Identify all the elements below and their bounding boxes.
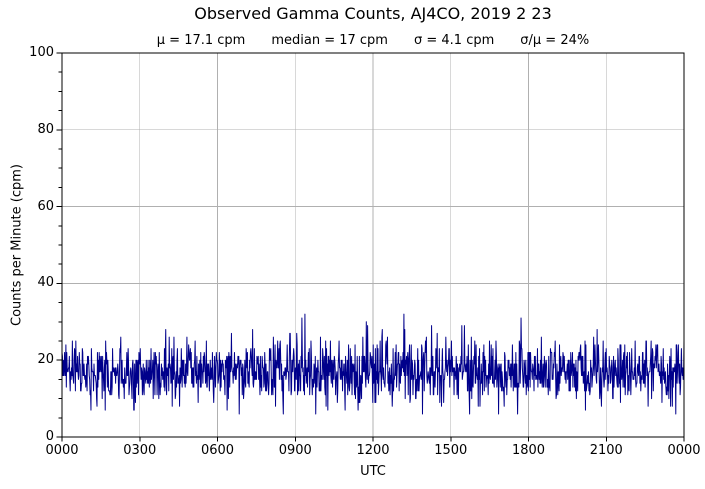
- x-tick-label: 0300: [123, 443, 157, 458]
- y-axis-label: Counts per Minute (cpm): [9, 164, 25, 326]
- stat-sigma: σ = 4.1 cpm: [413, 33, 495, 48]
- chart-title: Observed Gamma Counts, AJ4CO, 2019 2 23: [194, 4, 552, 23]
- x-tick-label: 1200: [356, 443, 390, 458]
- x-tick-label: 0000: [667, 443, 701, 458]
- plot-area: [56, 52, 685, 442]
- x-tick-label: 2100: [589, 443, 623, 458]
- y-tick-label: 0: [45, 429, 54, 444]
- y-tick-label: 20: [37, 352, 54, 368]
- stat-median: median = 17 cpm: [271, 33, 388, 48]
- y-tick-label: 60: [37, 198, 54, 214]
- chart-subtitle: μ = 17.1 cpm median = 17 cpm σ = 4.1 cpm…: [62, 33, 684, 49]
- data-series: [61, 313, 685, 415]
- x-tick-label: 0900: [278, 443, 312, 458]
- x-tick-label: 1800: [511, 443, 546, 458]
- stat-mean: μ = 17.1 cpm: [156, 33, 246, 48]
- x-tick-label: 0600: [200, 443, 235, 458]
- x-axis-label: UTC: [360, 464, 386, 479]
- y-tick-label: 80: [37, 121, 54, 137]
- stat-sigma-over-mu: σ/μ = 24%: [520, 33, 590, 48]
- x-tick-label: 0000: [45, 443, 79, 458]
- y-tick-label: 40: [37, 275, 54, 291]
- y-tick-label: 100: [29, 45, 54, 60]
- x-tick-label: 1500: [434, 443, 468, 458]
